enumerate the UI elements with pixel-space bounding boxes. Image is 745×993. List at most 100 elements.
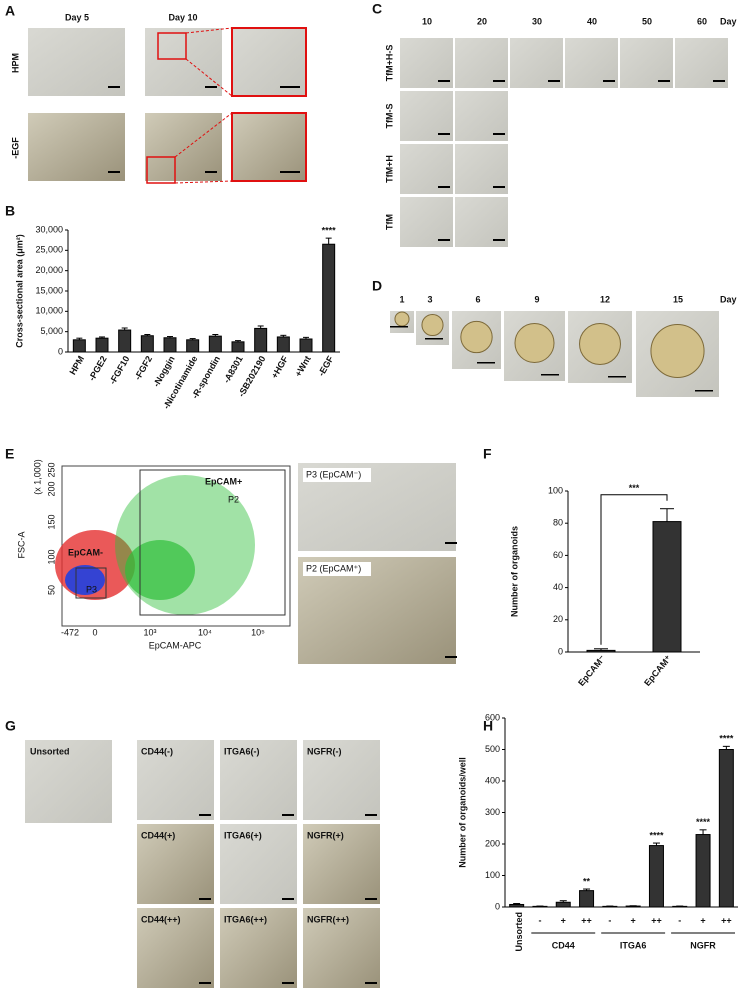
micrograph [220,740,297,820]
y-tick-label: 100 [485,870,500,880]
column-label: Day 5 [65,12,89,22]
scale-bar [603,80,615,82]
scale-bar [199,982,211,984]
zoom-line [185,27,233,34]
micrograph [231,27,307,97]
organoid [394,311,410,327]
panel-letter: C [372,1,382,17]
image-label: ITGA6(++) [224,914,267,924]
scale-bar [205,86,217,88]
micrograph [675,38,728,88]
bar [509,903,525,908]
micrograph [455,144,508,194]
micrograph [303,740,380,820]
day-label: 10 [422,16,432,26]
micrograph [28,113,125,181]
scale-bar [280,171,300,173]
day-label: 50 [642,16,652,26]
y-tick-label: 50 [46,585,56,595]
bar [140,335,154,353]
organoid [579,323,621,365]
panel-letter: H [483,718,493,734]
row-label: TfM+H-S [384,45,394,82]
y-tick-label: 60 [553,550,563,560]
micrograph [220,824,297,904]
bar [322,243,336,353]
micrograph [565,38,618,88]
day-label: 40 [587,16,597,26]
y-tick-label: 0 [58,346,63,356]
y-tick-label: 200 [46,481,56,496]
organoid [421,313,444,337]
y-tick-label: 25,000 [35,245,63,255]
micrograph [400,38,453,88]
y-axis-label: Number of organoids [509,526,519,617]
group-label: ITGA6 [620,940,647,950]
x-tick-label: ++ [581,915,592,925]
scale-bar [493,239,505,241]
image-label: ITGA6(+) [224,830,262,840]
x-tick-label: + [700,915,705,925]
gate-label: EpCAM+ [205,476,242,486]
bar [254,327,268,353]
bar [95,337,109,353]
image-label: NGFR(++) [307,914,349,924]
micrograph [145,28,222,96]
x-tick-label: -EGF [316,354,336,378]
day-label: 30 [532,16,542,26]
micrograph [137,824,214,904]
day-label: 3 [427,294,432,304]
x-tick-label: + [561,915,566,925]
zoom-line [174,112,233,158]
gate-name: P3 [86,584,97,594]
x-tick-label: 10⁴ [198,627,212,637]
scale-bar [438,80,450,82]
y-tick-label: 500 [485,744,500,754]
micrograph [28,28,125,96]
panel-letter: D [372,278,382,294]
panel-letter: E [5,446,14,462]
micrograph [455,91,508,141]
x-tick-label: - [608,915,611,925]
image-label: CD44(++) [141,914,181,924]
bar [695,834,711,908]
day-label: 60 [697,16,707,26]
image-label: CD44(-) [141,746,173,756]
image-label: Unsorted [30,746,70,756]
organoid [460,320,493,354]
micrograph [620,38,673,88]
bar [208,335,222,353]
bar [586,649,616,653]
x-tick-label: -PGE2 [87,354,109,382]
micrograph [510,38,563,88]
y-tick-label: 0 [558,646,563,656]
organoid [650,323,705,379]
day-label: 9 [534,294,539,304]
group-label: CD44 [552,940,575,950]
x-tick-label: -FGF10 [107,354,131,386]
scale-bar [713,80,725,82]
scale-bar [548,80,560,82]
scale-bar [199,814,211,816]
y-tick-label: 300 [485,807,500,817]
organoid [514,322,555,364]
micrograph [400,91,453,141]
x-tick-label: ++ [651,915,662,925]
scale-bar [695,390,713,392]
panel-letter: G [5,718,16,734]
zoom-box [146,156,176,184]
bar [648,845,664,908]
bar [652,521,682,653]
day-label: 20 [477,16,487,26]
scale-bar [365,982,377,984]
micrograph [303,908,380,988]
scale-bar [438,186,450,188]
bar [163,337,177,353]
image-label: CD44(+) [141,830,175,840]
image-label: NGFR(+) [307,830,344,840]
image-label: ITGA6(-) [224,746,260,756]
panel-letter: F [483,446,492,462]
gate [75,567,107,599]
row-label: TfM-S [384,104,394,129]
x-tick-label: -A8301 [221,354,244,385]
